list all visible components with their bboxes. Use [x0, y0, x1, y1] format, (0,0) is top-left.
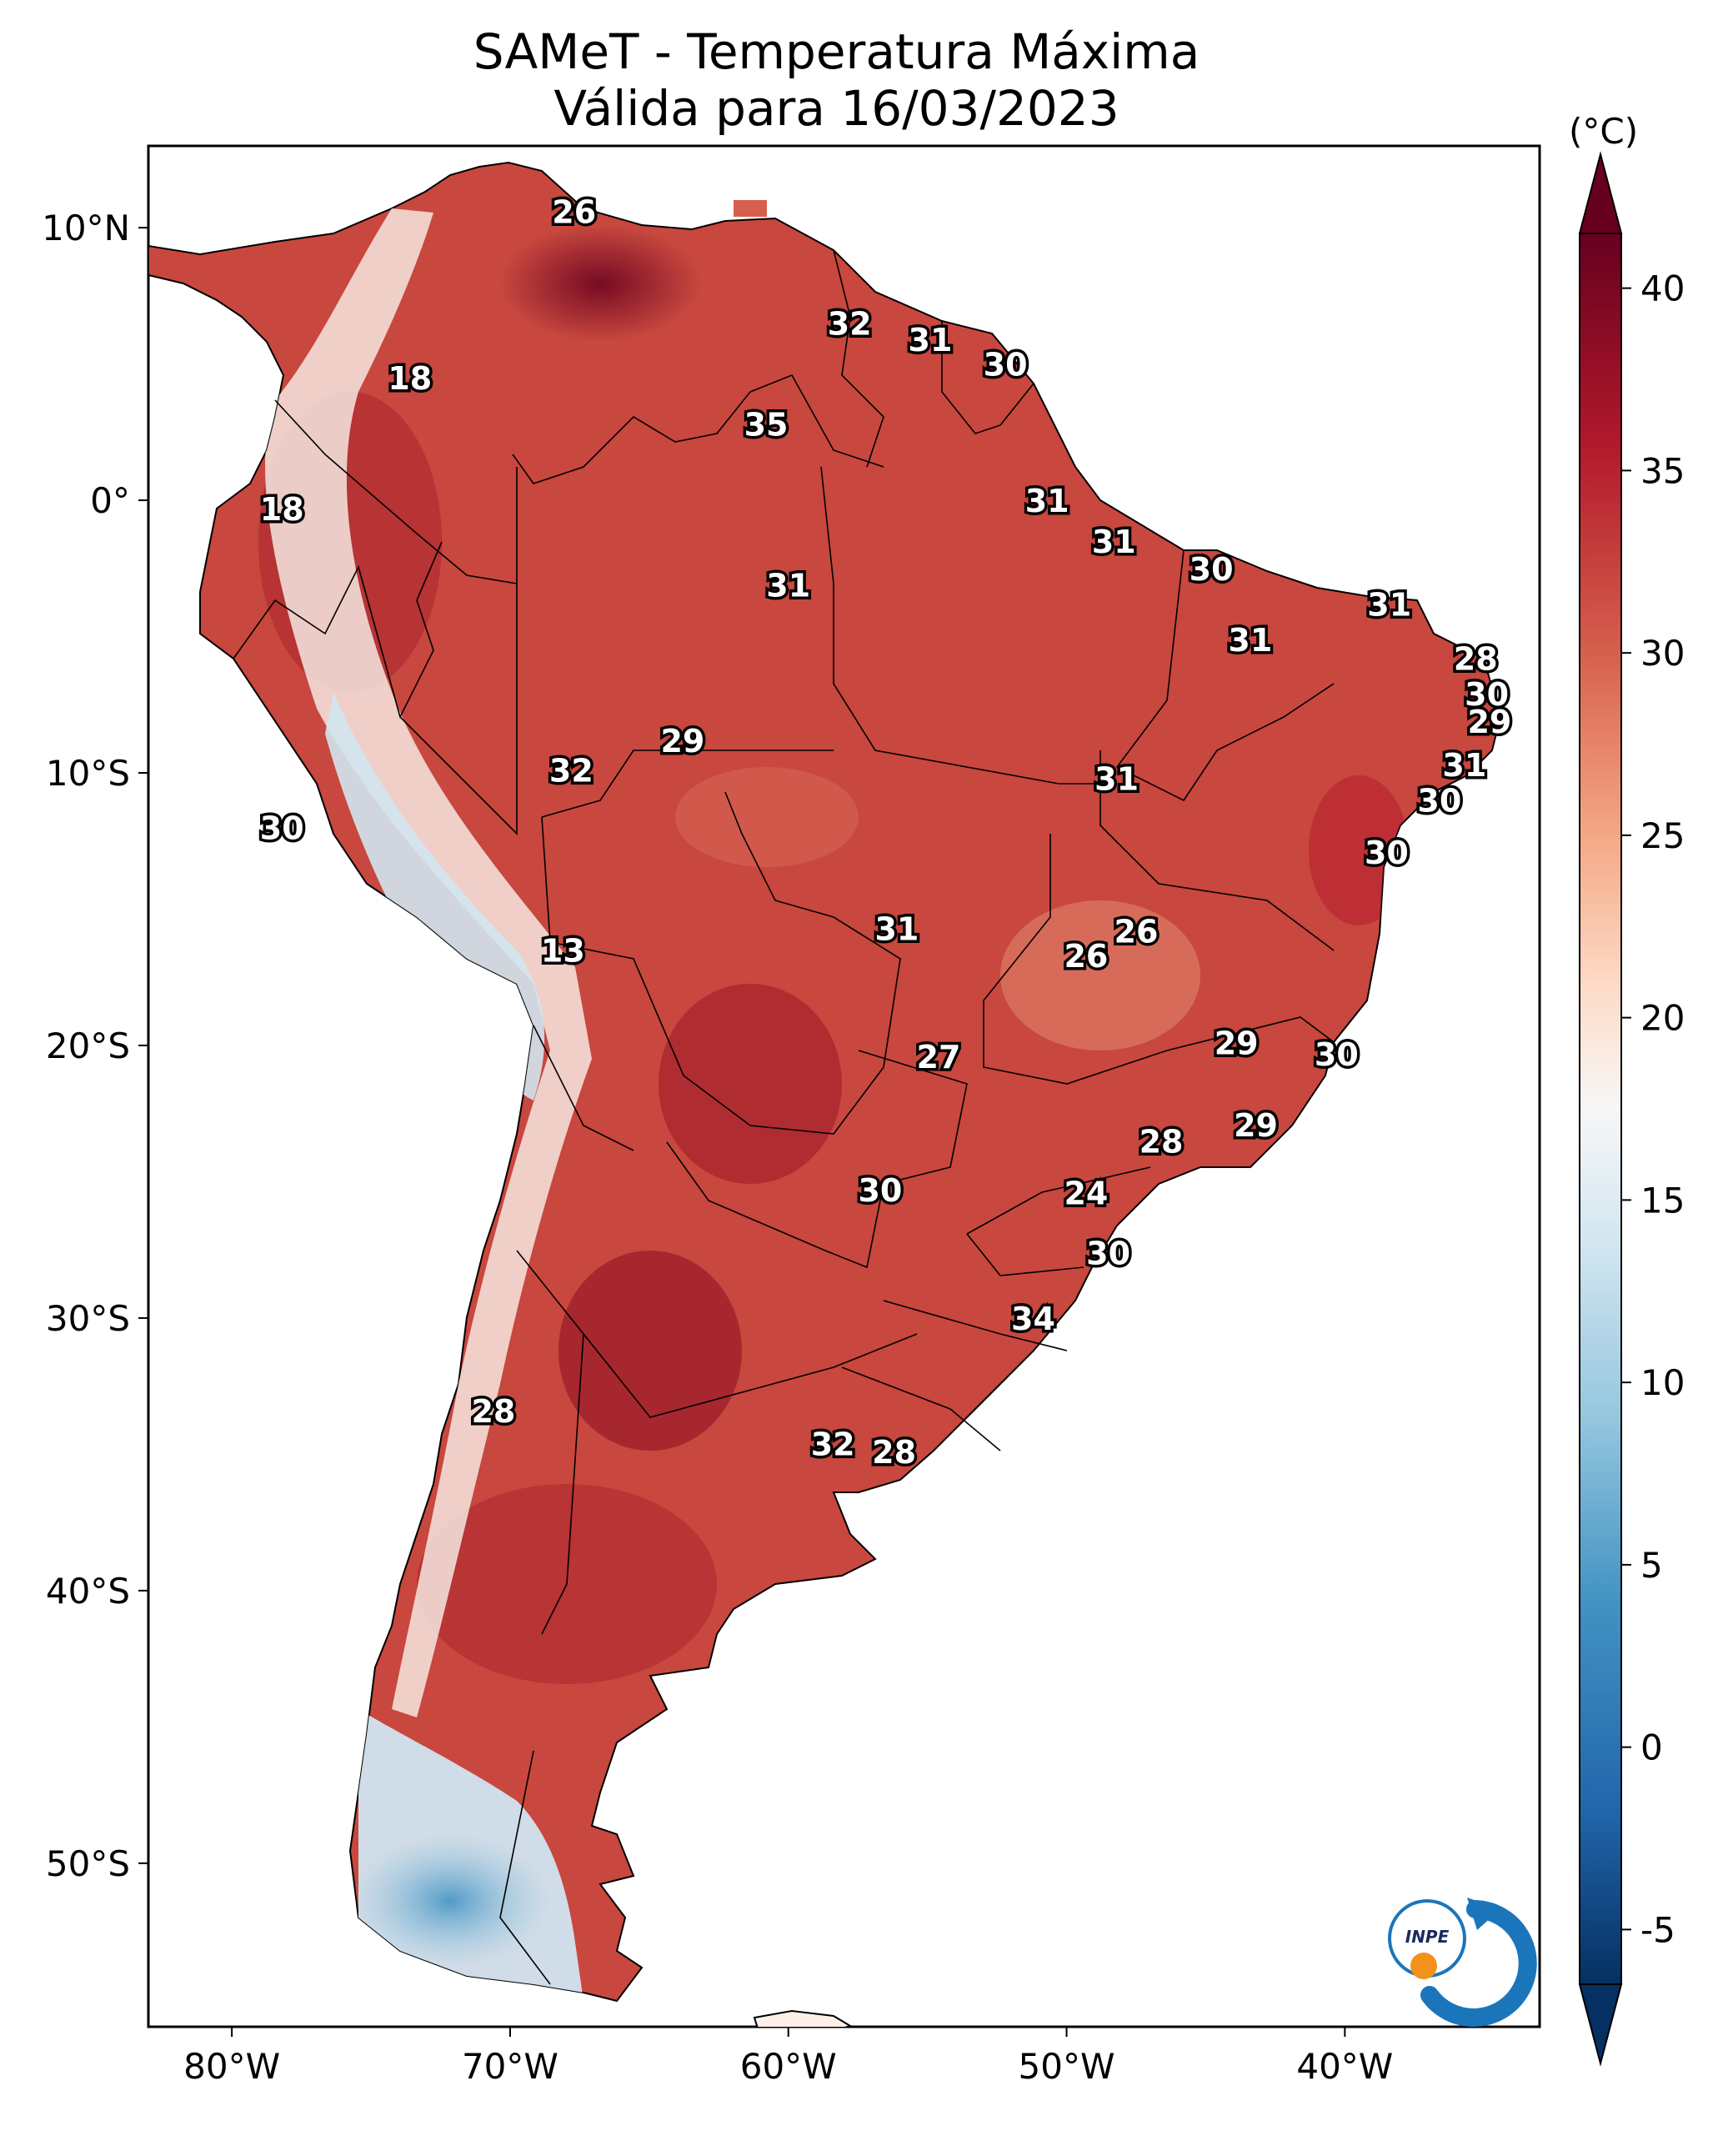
- hot-region-argentina: [558, 1251, 742, 1451]
- lon-tick-label: 50°W: [1019, 2046, 1115, 2087]
- station-temperature-label: 30: [1365, 835, 1409, 871]
- colorbar-tick-label: 35: [1640, 450, 1685, 491]
- station-temperature-label: 30: [858, 1172, 902, 1209]
- inpe-logo-text: INPE: [1405, 1927, 1450, 1947]
- station-temperature-label: 31: [1092, 524, 1136, 560]
- station-temperature-label: 29: [1234, 1107, 1278, 1144]
- station-temperature-label: 29: [660, 723, 704, 760]
- colorbar-tick-label: 20: [1640, 998, 1685, 1039]
- station-temperature-label: 26: [1064, 938, 1108, 975]
- lon-tick-label: 60°W: [740, 2046, 837, 2087]
- colorbar-tick-label: 40: [1640, 268, 1685, 309]
- lon-tick-label: 80°W: [183, 2046, 280, 2087]
- lat-tick-label: 10°N: [42, 208, 130, 248]
- political-borders: [233, 249, 1335, 1985]
- inpe-logo-icon: INPE: [1388, 1898, 1537, 2027]
- station-temperature-label: 30: [1417, 783, 1461, 820]
- lat-tick-label: 30°S: [46, 1298, 130, 1339]
- colorbar-tick-label: 5: [1640, 1545, 1663, 1586]
- station-temperature-label: 35: [744, 406, 789, 443]
- lat-tick-label: 10°S: [46, 753, 130, 794]
- colorbar: (°C) 40 35 30 25 20 15 10 5 0 -5: [1569, 111, 1685, 2067]
- colorbar-gradient: [1579, 233, 1622, 1985]
- station-temperature-label: 29: [1215, 1025, 1259, 1062]
- lon-tick-label: 40°W: [1296, 2046, 1393, 2087]
- lat-tick-label: 50°S: [46, 1843, 130, 1884]
- colorbar-lower-extension: [1578, 1983, 1623, 2067]
- station-temperature-label: 32: [549, 753, 594, 790]
- station-temperature-label: 31: [1025, 483, 1069, 519]
- colorbar-tick-label: 10: [1640, 1362, 1685, 1403]
- station-temperature-label: 26: [1114, 914, 1159, 950]
- hot-region-chaco: [659, 984, 842, 1184]
- station-temperature-label: 24: [1064, 1176, 1108, 1212]
- colorbar-ticks: 40 35 30 25 20 15 10 5 0 -5: [1621, 268, 1685, 1950]
- colorbar-unit-label: (°C): [1569, 111, 1638, 152]
- latitude-axis: 10°N 0° 10°S 20°S 30°S 40°S 50°S: [42, 208, 148, 1884]
- station-temperature-label: 31: [909, 322, 953, 358]
- station-temperature-label: 13: [541, 933, 585, 970]
- station-temperature-label: 31: [1367, 586, 1411, 623]
- station-temperature-label: 32: [811, 1426, 855, 1462]
- colorbar-tick-label: -5: [1640, 1909, 1675, 1950]
- colorbar-upper-extension: [1578, 151, 1623, 234]
- mild-region-goias: [1000, 900, 1200, 1050]
- station-temperature-label: 28: [1139, 1123, 1184, 1160]
- station-temperature-label: 28: [471, 1393, 515, 1430]
- station-temperature-label: 31: [1094, 761, 1139, 798]
- colorbar-tick-label: 25: [1640, 815, 1685, 856]
- station-temperature-label: 31: [874, 910, 919, 947]
- patagonia-coldest-region: [350, 1834, 550, 1968]
- lon-tick-label: 70°W: [462, 2046, 558, 2087]
- station-temperature-label: 30: [984, 347, 1028, 384]
- caribbean-islands: [734, 200, 767, 217]
- colorbar-tick-label: 0: [1640, 1727, 1663, 1768]
- station-temperature-label: 30: [1315, 1036, 1359, 1073]
- station-temperature-label: 30: [1190, 551, 1234, 588]
- longitude-axis: 80°W 70°W 60°W 50°W 40°W: [183, 2027, 1393, 2087]
- colorbar-tick-label: 30: [1640, 633, 1685, 674]
- station-temperature-label: 28: [872, 1434, 916, 1471]
- colorbar-tick-label: 15: [1640, 1180, 1685, 1221]
- station-temperature-label: 32: [828, 306, 872, 343]
- station-temperature-label: 30: [260, 810, 304, 846]
- station-temperature-label: 30: [1086, 1235, 1130, 1271]
- lat-tick-label: 20°S: [46, 1025, 130, 1066]
- lat-tick-label: 40°S: [46, 1571, 130, 1612]
- station-temperature-label: 27: [917, 1039, 961, 1075]
- hot-region-venezuela: [500, 225, 700, 342]
- falkland-islands: [753, 2009, 853, 2027]
- station-temperature-label: 31: [1228, 622, 1272, 659]
- station-temperature-label: 26: [552, 193, 596, 230]
- station-temperature-label: 29: [1467, 704, 1511, 740]
- station-temperature-label: 31: [1442, 747, 1486, 784]
- mild-region-rondonia: [675, 767, 859, 867]
- station-temperature-label: 30: [1465, 676, 1509, 713]
- lat-tick-label: 0°: [90, 480, 130, 521]
- station-temperature-label: 34: [1011, 1301, 1055, 1337]
- station-temperature-label: 18: [260, 491, 304, 528]
- station-temperature-label: 28: [1454, 641, 1498, 678]
- station-temperature-label: 18: [388, 360, 432, 397]
- map-title: SAMeT - Temperatura Máxima: [473, 23, 1200, 80]
- station-temperature-label: 31: [766, 567, 810, 604]
- map-subtitle: Válida para 16/03/2023: [553, 80, 1119, 137]
- andes-cool-band: [265, 208, 592, 1717]
